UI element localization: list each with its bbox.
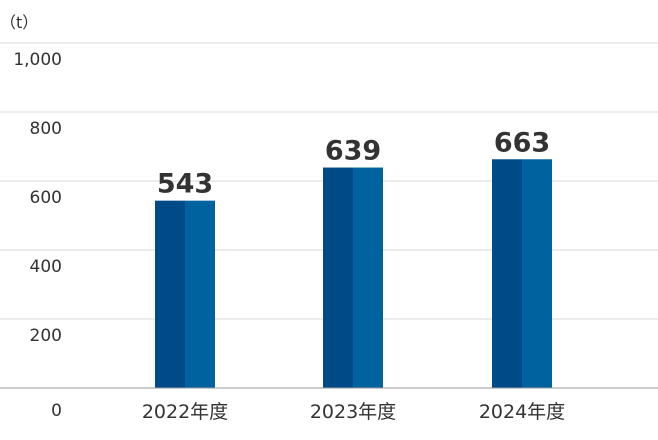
y-tick-label: 1,000 (13, 50, 62, 70)
x-tick-label: 2022年度 (142, 401, 228, 423)
bar-left-half (155, 200, 185, 388)
data-label: 543 (157, 169, 213, 200)
y-tick-label: 200 (30, 326, 62, 346)
y-tick-label: 800 (30, 119, 62, 139)
x-tick-label: 2024年度 (479, 401, 565, 423)
bars (155, 159, 552, 388)
bar-left-half (492, 159, 522, 388)
bar-left-half (323, 167, 353, 388)
value-labels: 543 639 663 (157, 127, 550, 199)
y-axis-ticks: 0 200 400 600 800 1,000 (13, 50, 62, 421)
x-tick-label: 2023年度 (310, 401, 396, 423)
bar-right-half (185, 200, 215, 388)
y-tick-label: 0 (51, 401, 62, 421)
unit-label: （t） (0, 13, 38, 32)
y-tick-label: 400 (30, 257, 62, 277)
y-tick-label: 600 (30, 188, 62, 208)
bar-right-half (522, 159, 552, 388)
data-label: 663 (494, 127, 550, 158)
bar-right-half (353, 167, 383, 388)
x-axis-labels: 2022年度 2023年度 2024年度 (142, 401, 565, 423)
data-label: 639 (325, 136, 381, 167)
